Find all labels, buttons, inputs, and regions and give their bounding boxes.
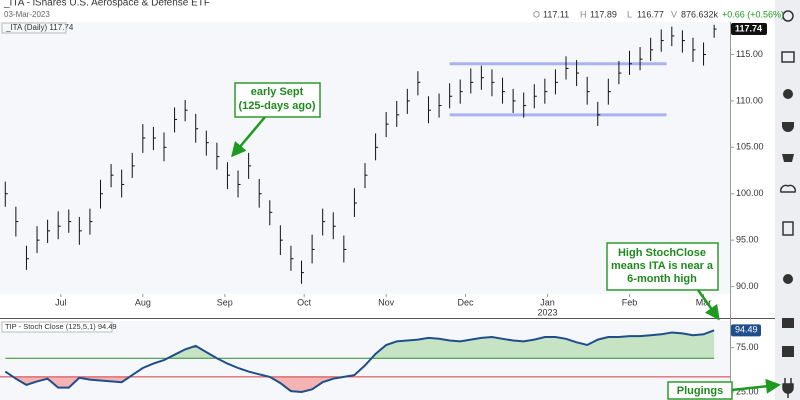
legend-box (1, 22, 67, 34)
x-tick-label: Oct (297, 297, 312, 307)
high-label: H (580, 9, 587, 19)
last-price-tag-bg (731, 23, 767, 36)
x-tick-label: Feb (622, 297, 638, 307)
low-label: L (627, 9, 632, 19)
date: 03-Mar-2023 (4, 10, 50, 19)
last-value-tag: 94.49 (735, 325, 758, 335)
open-label: O (533, 9, 540, 19)
icon-chat[interactable] (782, 318, 794, 328)
y-tick-label: 105.00 (736, 142, 764, 152)
y-tick-label: 115.00 (736, 49, 763, 59)
y-tick-label: 90.00 (736, 281, 759, 291)
y-tick-label: 95.00 (736, 235, 759, 245)
x-tick-label: Sep (217, 297, 233, 307)
icon-ideas[interactable] (782, 122, 794, 132)
high: 117.89 (590, 9, 617, 19)
y-tick-label: 75.00 (736, 342, 759, 352)
icon-document[interactable] (782, 221, 794, 236)
y-tick-label: 110.00 (736, 95, 763, 105)
volume-label: V (671, 9, 677, 19)
y-tick-label: 100.00 (736, 188, 764, 198)
low: 116.77 (637, 9, 664, 19)
annotation-arrow (231, 116, 266, 158)
icon-search[interactable] (782, 10, 794, 22)
volume: 876.632k (681, 9, 719, 19)
icon-trophy[interactable] (782, 154, 794, 162)
header: _ITA - iShares U.S. Aerospace & Defense … (3, 0, 784, 19)
sidebar (775, 0, 800, 400)
annotation-box (606, 242, 719, 291)
legend-box (1, 321, 113, 333)
annotations: early Sept (125-days ago) High StochClosem… (231, 82, 781, 400)
x-tick-label: Nov (378, 297, 395, 307)
last-value-tag-bg (731, 324, 761, 337)
sidebar-bg (775, 0, 800, 400)
icon-cloud[interactable] (780, 184, 796, 193)
icon-layers[interactable] (781, 51, 795, 63)
x-tick-label: Jan (540, 297, 555, 307)
legend: _ITA (Daily) 117.74 (5, 23, 74, 32)
x-tick-label: Jul (55, 297, 67, 307)
annotation-text: early Sept (251, 86, 304, 98)
icon-plugin[interactable] (782, 378, 794, 398)
legend: TIP - Stoch Close (125,5,1) 94.49 (5, 322, 117, 331)
icon-rocket[interactable] (783, 89, 793, 99)
change: +0.66 (+0.56%) (722, 9, 784, 19)
annotation-text: means ITA is near a (611, 260, 714, 272)
x-tick-label: Mar (696, 297, 712, 307)
icon-tv[interactable] (782, 346, 794, 357)
stoch-line (4, 329, 715, 394)
upper-fill (167, 330, 715, 359)
annotation-box (234, 82, 321, 118)
annotation-text: (125-days ago) (238, 100, 315, 112)
last-price-tag: 117.74 (735, 23, 762, 33)
annotation-box (667, 381, 733, 400)
title: _ITA - iShares U.S. Aerospace & Defense … (3, 0, 210, 9)
stoch-plot-bg (0, 321, 730, 400)
annotation-arrow (731, 378, 781, 394)
x-tick-label: Dec (457, 297, 474, 307)
annotation-text: Plugings (677, 385, 723, 397)
x-tick-label: Aug (135, 297, 151, 307)
annotation-text: High StochClose (618, 247, 706, 259)
annotation-arrow (696, 289, 720, 321)
icon-widget[interactable] (783, 274, 793, 284)
annotation-text: 6-month high (627, 273, 697, 285)
year-label: 2023 (537, 307, 557, 317)
open: 117.11 (543, 9, 569, 19)
y-tick-label: 25.00 (736, 386, 759, 396)
